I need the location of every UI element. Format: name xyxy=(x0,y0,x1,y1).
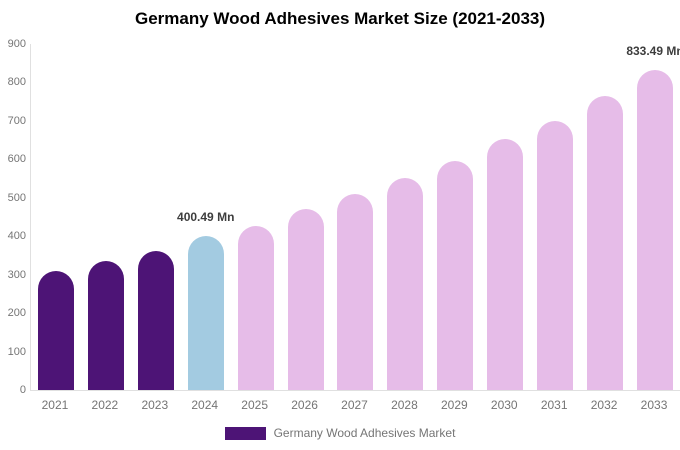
x-tick-label: 2033 xyxy=(640,398,668,412)
bar-column xyxy=(281,44,331,390)
x-tick-label: 2023 xyxy=(141,398,169,412)
plot-area: 400.49 Mn 833.49 Mn xyxy=(30,44,680,391)
bar-column xyxy=(530,44,580,390)
bar-2021 xyxy=(37,270,74,390)
bar-2031 xyxy=(537,120,574,390)
y-axis-labels: 0 100 200 300 400 500 600 700 800 900 xyxy=(0,38,26,396)
x-tick-label: 2026 xyxy=(291,398,318,412)
bar-column xyxy=(31,44,81,390)
y-tick-label: 900 xyxy=(7,38,26,50)
bar-column xyxy=(430,44,480,390)
bar-2032 xyxy=(587,95,624,390)
x-tick-label: 2031 xyxy=(540,398,568,412)
bar-column xyxy=(131,44,181,390)
bar-column: 833.49 Mn xyxy=(626,44,680,390)
legend-swatch xyxy=(224,426,266,440)
y-tick-label: 800 xyxy=(7,76,26,89)
bar-column xyxy=(480,44,530,390)
bar-2033 xyxy=(637,69,674,390)
bar-2023 xyxy=(137,250,174,390)
y-tick-label: 700 xyxy=(7,114,26,127)
x-axis-labels: 2021 2022 2023 2024 2025 2026 2027 2028 2029 2030… xyxy=(30,398,679,412)
y-tick-label: 600 xyxy=(7,153,26,166)
y-tick-label: 100 xyxy=(7,345,26,358)
bar-2022 xyxy=(87,261,124,390)
chart-title: Germany Wood Adhesives Market Size (2021… xyxy=(134,9,546,28)
y-tick-label: 400 xyxy=(7,230,26,243)
x-tick-label: 2028 xyxy=(391,398,418,412)
x-tick-label: 2027 xyxy=(341,398,368,412)
bar-column xyxy=(231,44,281,390)
x-tick-label: 2025 xyxy=(241,398,268,412)
x-tick-label: 2022 xyxy=(91,398,119,412)
bar-2025 xyxy=(237,225,274,390)
bar-column xyxy=(580,44,630,390)
bar-2027 xyxy=(337,193,374,390)
legend: Germany Wood Adhesives Market xyxy=(0,426,680,440)
x-tick-label: 2024 xyxy=(191,398,219,412)
bar-column: 400.49 Mn xyxy=(177,44,234,390)
bar-2030 xyxy=(487,139,524,390)
bar-column xyxy=(81,44,131,390)
bar-2029 xyxy=(437,160,474,390)
y-tick-label: 300 xyxy=(7,268,26,281)
bar-column xyxy=(331,44,381,390)
y-tick-label: 200 xyxy=(7,307,26,320)
data-label-2024: 400.49 Mn xyxy=(177,210,235,225)
y-tick-label: 500 xyxy=(7,191,26,204)
y-tick-label: 0 xyxy=(19,384,26,396)
bar-2024 xyxy=(187,236,224,390)
x-tick-label: 2030 xyxy=(490,398,518,412)
data-label-2033: 833.49 Mn xyxy=(626,43,680,58)
x-tick-label: 2032 xyxy=(590,398,618,412)
bar-2026 xyxy=(287,209,324,390)
x-tick-label: 2029 xyxy=(440,398,468,412)
bar-2028 xyxy=(387,178,424,390)
x-tick-label: 2021 xyxy=(41,398,69,412)
legend-label: Germany Wood Adhesives Market xyxy=(273,426,456,440)
bar-column xyxy=(380,44,430,390)
